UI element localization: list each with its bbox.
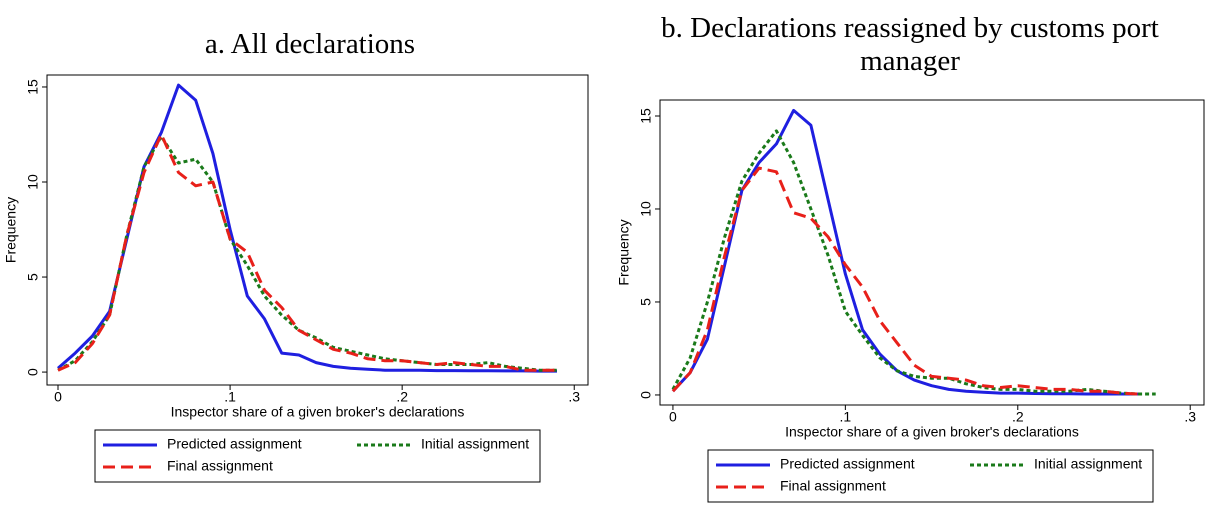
x-tick-label: .3 [568,389,580,405]
y-tick-label: 5 [25,273,41,281]
legend-box [707,449,1154,503]
y-tick-label: 5 [638,298,654,306]
y-tick-label: 15 [638,108,654,124]
x-tick-label: 0 [54,389,62,405]
x-tick-label: .1 [224,389,236,405]
y-axis-label: Frequency [3,197,19,263]
data-line [57,83,557,373]
legend-label: Predicted assignment [780,456,915,472]
data-line [671,166,1139,396]
y-tick-label: 0 [25,368,41,376]
y-tick-label: 0 [638,391,654,399]
legend-label: Final assignment [780,478,886,494]
x-axis-label: Inspector share of a given broker's decl… [171,404,465,420]
legend-label: Predicted assignment [167,436,302,452]
chart-title: b. Declarations reassigned by customs po… [661,12,1159,77]
y-tick-label: 15 [25,79,41,95]
x-axis-label: Inspector share of a given broker's decl… [785,424,1079,440]
legend-label: Initial assignment [1034,456,1142,472]
data-line [671,129,1156,396]
data-line [671,108,1139,396]
x-tick-label: .1 [840,409,852,425]
y-tick-label: 10 [638,201,654,217]
x-tick-label: .2 [1012,409,1024,425]
y-axis-label: Frequency [616,219,632,285]
legend-label: Final assignment [167,458,273,474]
legend-box [94,429,541,483]
plot-frame [46,74,589,386]
legend-label: Initial assignment [421,436,529,452]
data-line [57,133,557,372]
plot-frame [659,99,1205,406]
x-tick-label: 0 [669,409,677,425]
y-tick-label: 10 [25,174,41,190]
x-tick-label: .2 [396,389,408,405]
chart-title: a. All declarations [204,28,416,60]
x-tick-label: .3 [1184,409,1196,425]
